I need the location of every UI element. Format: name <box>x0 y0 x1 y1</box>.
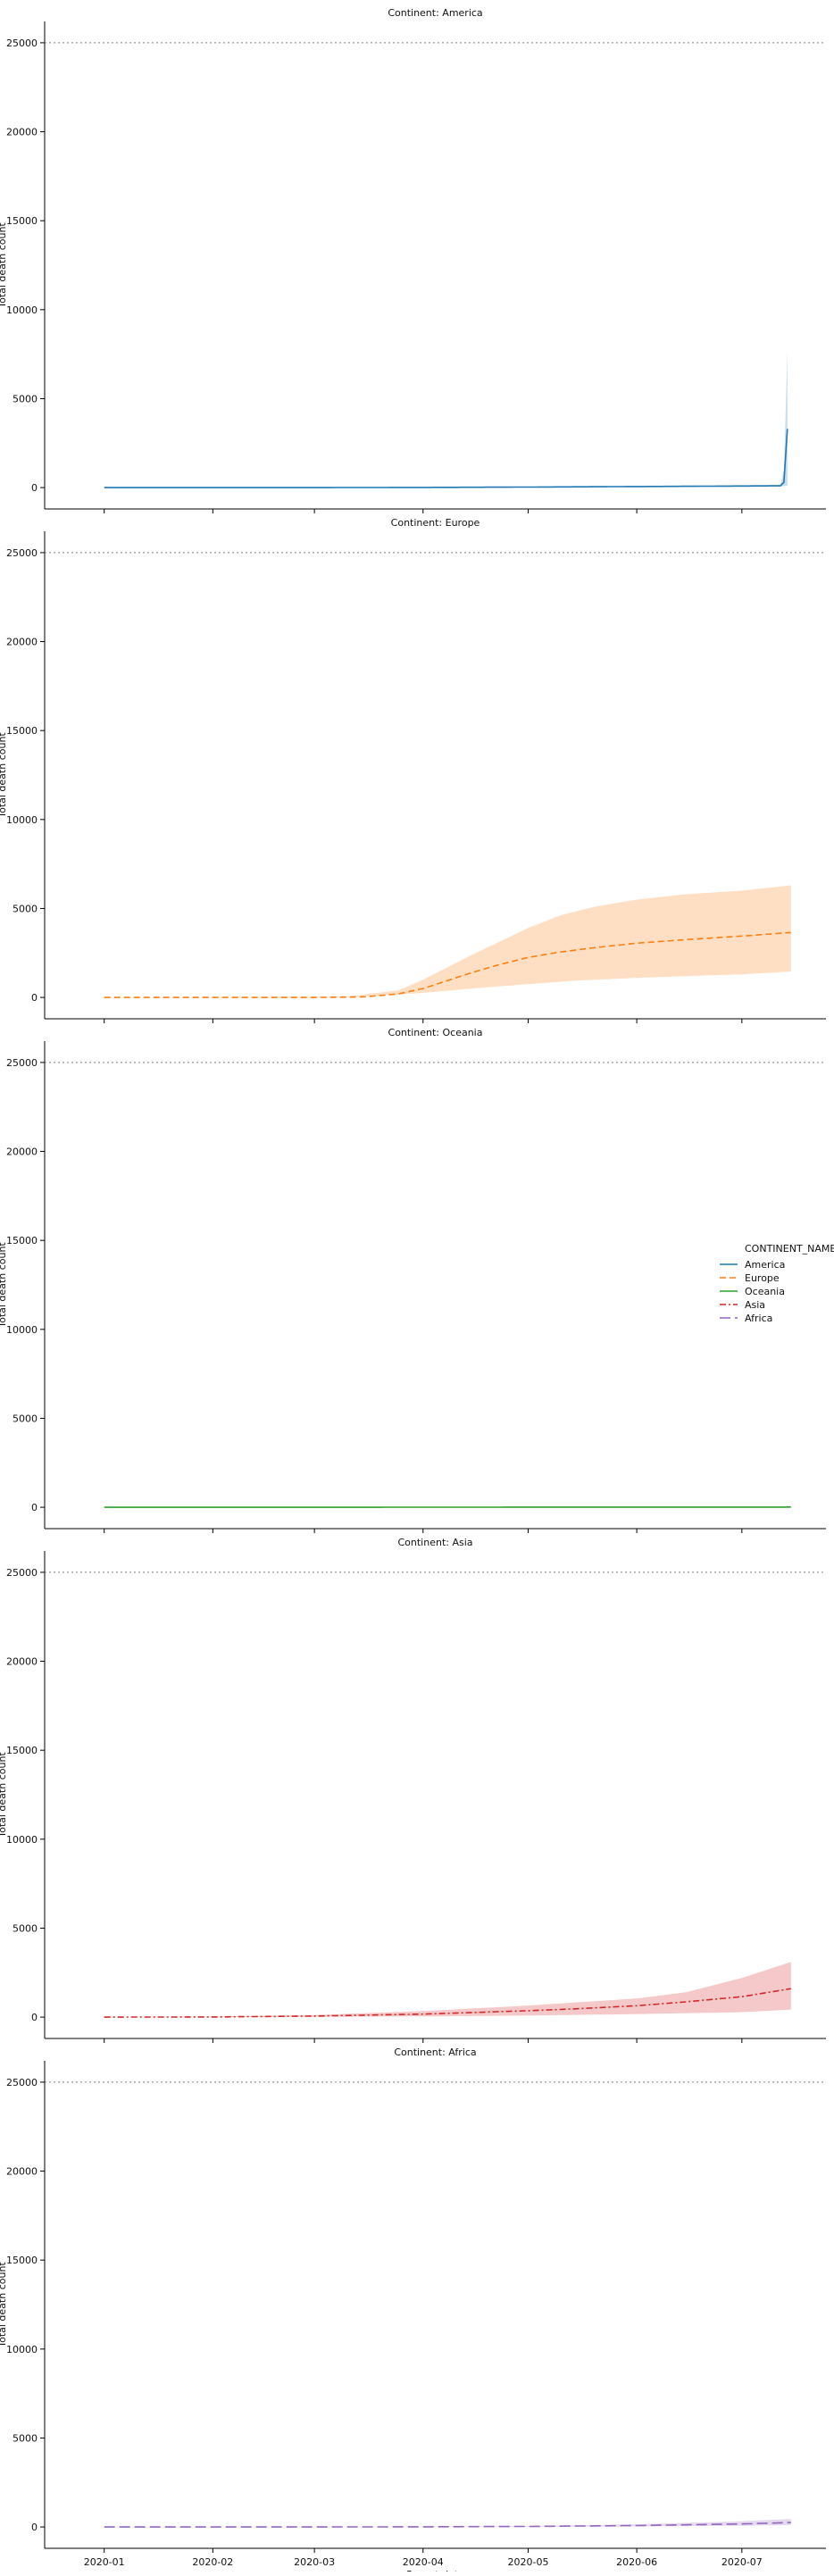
y-tick-label: 0 <box>31 482 38 494</box>
y-axis-label: Total death count <box>0 222 8 309</box>
x-tick-label: 2020-04 <box>403 2556 444 2568</box>
y-tick-label: 5000 <box>13 1922 38 1934</box>
legend-entry-africa: Africa <box>745 1313 772 1324</box>
y-tick-label: 10000 <box>6 814 38 826</box>
x-tick-label: 2020-06 <box>616 2556 657 2568</box>
confidence-band <box>104 351 788 488</box>
y-tick-label: 5000 <box>13 1413 38 1424</box>
y-tick-label: 15000 <box>6 215 38 227</box>
facet-oceania: Continent: Oceania Total death count 0 5000… <box>0 1027 826 1533</box>
y-axis-label: Total death count <box>0 2262 8 2348</box>
series-line-america <box>104 429 788 488</box>
y-tick-label: 10000 <box>6 2344 38 2355</box>
y-tick-label: 20000 <box>6 2166 38 2178</box>
y-tick-label: 5000 <box>13 2432 38 2444</box>
y-tick-label: 0 <box>31 2012 38 2023</box>
x-tick-label: 2020-03 <box>294 2556 335 2568</box>
y-tick-label: 0 <box>31 992 38 1004</box>
facet-title: Continent: Oceania <box>388 1027 483 1038</box>
y-tick-label: 25000 <box>6 38 38 49</box>
confidence-band <box>104 1962 791 2017</box>
y-axis-label: Total death count <box>0 732 8 819</box>
y-tick-label: 20000 <box>6 1656 38 1668</box>
legend-entry-oceania: Oceania <box>745 1286 785 1297</box>
facet-europe: Continent: Europe Total death count 0 5000 1… <box>0 517 826 1023</box>
facet-title: Continent: Europe <box>391 517 480 529</box>
x-tick-label: 2020-01 <box>84 2556 125 2568</box>
y-tick-label: 10000 <box>6 304 38 316</box>
x-tick-label: 2020-05 <box>507 2556 548 2568</box>
y-tick-label: 15000 <box>6 1235 38 1246</box>
facet-title: Continent: Africa <box>394 2047 476 2058</box>
facet-america: Continent: America Total death count 0 5000… <box>0 7 826 513</box>
y-tick-label: 25000 <box>6 547 38 559</box>
y-tick-label: 5000 <box>13 903 38 914</box>
y-tick-label: 15000 <box>6 725 38 737</box>
y-tick-label: 20000 <box>6 127 38 138</box>
y-tick-label: 0 <box>31 2522 38 2533</box>
y-tick-label: 5000 <box>13 393 38 404</box>
y-tick-label: 10000 <box>6 1324 38 1336</box>
legend-entry-europe: Europe <box>745 1272 780 1284</box>
facet-title: Continent: America <box>388 7 482 19</box>
y-axis-label: Total death count <box>0 1242 8 1329</box>
y-tick-label: 20000 <box>6 1146 38 1158</box>
legend-title: CONTINENT_NAME <box>745 1243 834 1255</box>
confidence-band <box>104 2519 791 2527</box>
y-tick-label: 10000 <box>6 1834 38 1846</box>
facet-africa: Continent: Africa Total death count 0 5000 1… <box>0 2047 826 2572</box>
x-tick-label: 2020-02 <box>192 2556 233 2568</box>
legend-entry-america: America <box>745 1259 785 1271</box>
y-tick-label: 25000 <box>6 2077 38 2088</box>
y-tick-label: 25000 <box>6 1057 38 1069</box>
y-tick-label: 0 <box>31 1502 38 1513</box>
facet-title: Continent: Asia <box>397 1537 472 1548</box>
y-tick-label: 25000 <box>6 1567 38 1579</box>
y-axis-label: Total death count <box>0 1752 8 1838</box>
x-tick-label: 2020-07 <box>721 2556 763 2568</box>
y-tick-label: 20000 <box>6 637 38 648</box>
legend-entry-asia: Asia <box>745 1299 765 1311</box>
facet-asia: Continent: Asia Total death count 0 5000 100… <box>0 1537 826 2043</box>
y-tick-label: 15000 <box>6 1745 38 1756</box>
y-tick-label: 15000 <box>6 2255 38 2266</box>
